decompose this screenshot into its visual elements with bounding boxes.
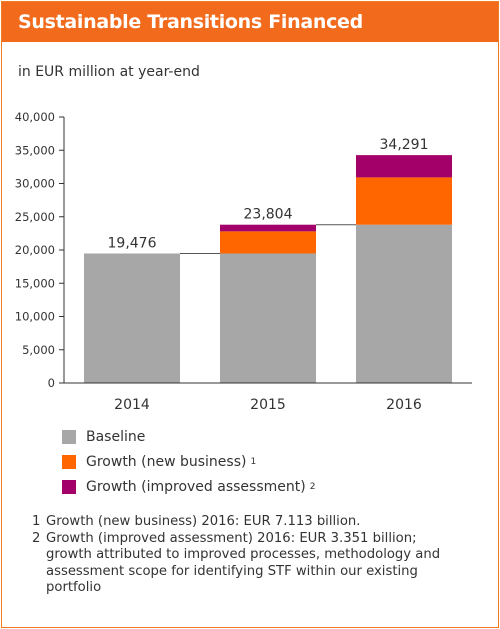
bar-segment-2014-1 [84, 253, 180, 383]
bar-segment-2016-1 [356, 224, 452, 383]
y-tick-label: 5,000 [22, 343, 55, 357]
legend-item-baseline: Baseline [62, 424, 315, 449]
x-tick-label: 2015 [250, 397, 286, 413]
legend-item-growth-improved-assessment: Growth (improved assessment) 2 [62, 474, 315, 499]
legend-label-baseline: Baseline [86, 428, 146, 445]
footnote-number: 1 [32, 514, 41, 529]
bar-total-label: 23,804 [244, 207, 293, 223]
footnote-text: Growth (new business) 2016: EUR 7.113 bi… [46, 514, 361, 529]
chart-legend: Baseline Growth (new business) 1 Growth … [62, 424, 315, 499]
y-tick-label: 35,000 [15, 143, 55, 157]
legend-swatch-growth-new-business [62, 454, 76, 469]
legend-label-growth-improved-assessment: Growth (improved assessment) [86, 478, 306, 495]
bar-segment-2015-3 [220, 224, 316, 232]
footnote-1: 1 Growth (new business) 2016: EUR 7.113 … [32, 514, 466, 531]
bar-segment-2015-1 [220, 253, 316, 383]
bar-segment-2016-2 [356, 177, 452, 225]
footnotes: 1 Growth (new business) 2016: EUR 7.113 … [32, 514, 466, 597]
legend-item-growth-new-business: Growth (new business) 1 [62, 449, 315, 474]
legend-label-growth-new-business: Growth (new business) [86, 453, 247, 470]
y-tick-label: 40,000 [15, 110, 55, 124]
bar-total-label: 19,476 [108, 235, 157, 251]
legend-footnote-ref-1: 1 [250, 456, 257, 467]
y-tick-label: 30,000 [15, 177, 55, 191]
footnote-2: 2 Growth (improved assessment) 2016: EUR… [32, 531, 466, 597]
legend-swatch-baseline [62, 429, 76, 444]
stacked-bar-chart: 0 5,000 10,000 15,000 20,000 25,000 30,000 35,0… [15, 110, 472, 413]
x-tick-label: 2014 [114, 397, 150, 413]
bar-total-label: 34,291 [380, 137, 429, 153]
chart-subtitle: in EUR million at year-end [18, 64, 200, 80]
footnote-text: Growth (improved assessment) 2016: EUR 3… [46, 530, 441, 596]
y-tick-label: 0 [48, 376, 55, 390]
y-tick-label: 20,000 [15, 243, 55, 257]
y-tick-label: 15,000 [15, 276, 55, 290]
x-tick-label: 2016 [386, 397, 422, 413]
panel-title: Sustainable Transitions Financed [2, 2, 498, 42]
y-tick-label: 10,000 [15, 310, 55, 324]
y-tick-label: 25,000 [15, 210, 55, 224]
legend-swatch-growth-improved-assessment [62, 479, 76, 494]
footnote-number: 2 [32, 530, 41, 546]
bar-segment-2015-2 [220, 231, 316, 254]
bar-segment-2016-3 [356, 155, 452, 178]
legend-footnote-ref-2: 2 [309, 481, 316, 492]
